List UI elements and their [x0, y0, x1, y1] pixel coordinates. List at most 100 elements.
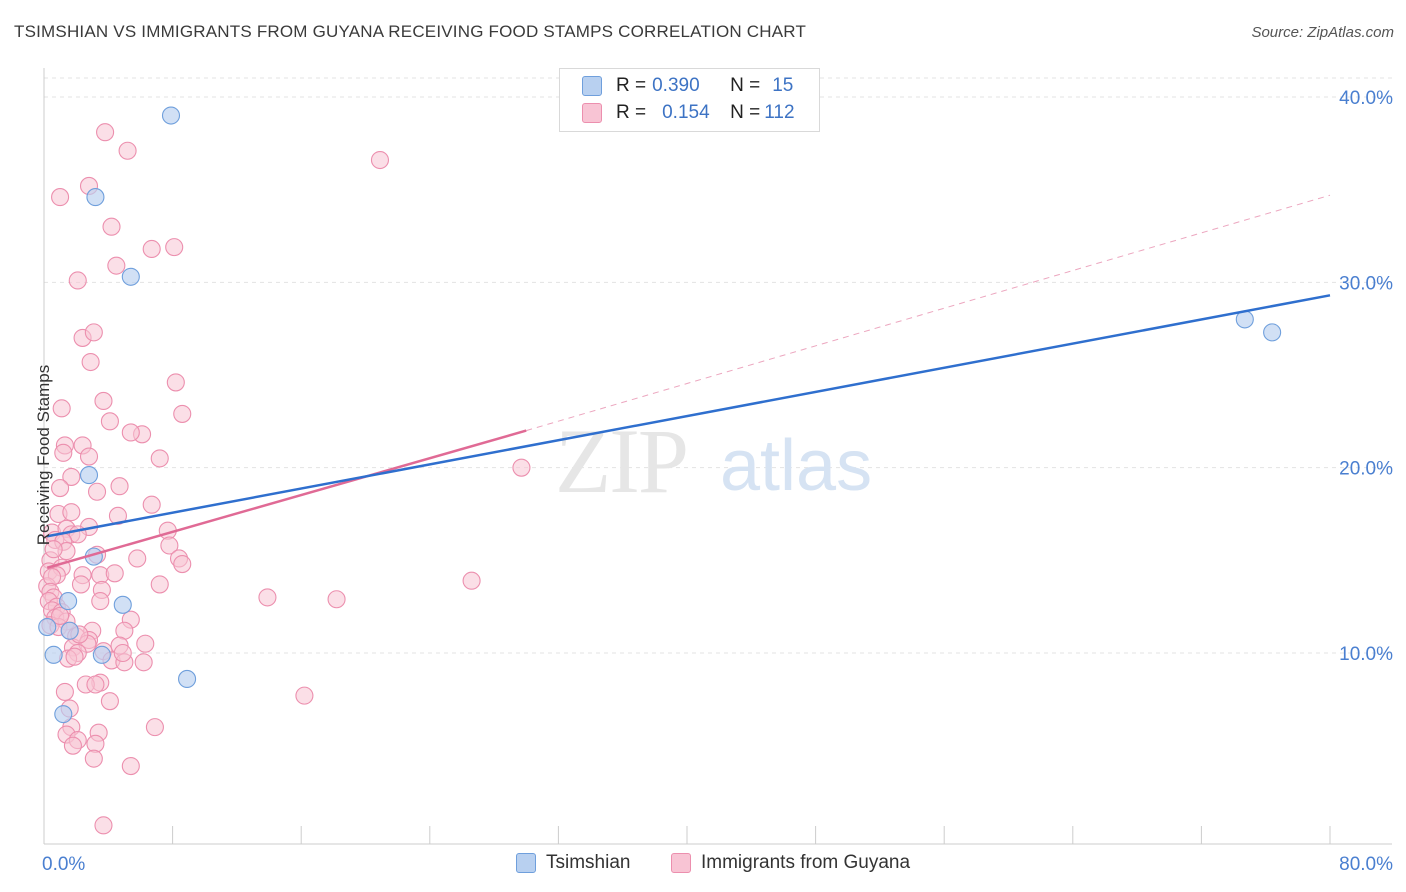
point-guyana-94	[100, 692, 119, 711]
point-guyana-93	[295, 686, 314, 705]
source-credit: Source: ZipAtlas.com	[1251, 24, 1394, 41]
series-swatch-blue	[516, 853, 536, 873]
point-tsimshian-2	[121, 267, 140, 286]
point-guyana-65	[327, 590, 346, 609]
point-guyana-81	[136, 634, 155, 653]
trendline-guyana	[46, 429, 527, 569]
legend-n-value-2: 112	[764, 102, 795, 123]
legend-r-value-1: 0.390	[652, 75, 700, 96]
point-guyana-22	[54, 443, 73, 462]
point-guyana-6	[142, 239, 161, 259]
legend-r-value-2: 0.154	[662, 102, 710, 123]
point-tsimshian-5	[113, 595, 132, 614]
point-tsimshian-10	[54, 705, 73, 724]
point-guyana-13	[166, 373, 185, 392]
point-guyana-14	[94, 391, 113, 410]
point-guyana-24	[150, 449, 169, 468]
point-guyana-108	[51, 606, 70, 625]
legend-r-label-1: R =	[616, 75, 647, 96]
series-legend: Tsimshian Immigrants from Guyana	[0, 852, 1406, 878]
point-guyana-105	[94, 816, 113, 835]
watermark-zip: ZIP	[555, 410, 687, 512]
point-guyana-45	[128, 549, 147, 568]
y-axis-label: Receiving Food Stamps	[34, 364, 53, 546]
point-guyana-27	[110, 477, 129, 496]
point-guyana-29	[142, 495, 161, 514]
point-guyana-106	[512, 458, 531, 477]
series-legend-guyana[interactable]: Immigrants from Guyana	[671, 852, 910, 874]
point-guyana-53	[105, 564, 124, 583]
point-guyana-68	[91, 592, 110, 611]
point-guyana-12	[81, 352, 100, 372]
chart-title: TSIMSHIAN VS IMMIGRANTS FROM GUYANA RECE…	[14, 22, 807, 41]
point-guyana-15	[52, 399, 71, 418]
series-legend-tsimshian[interactable]: Tsimshian	[516, 852, 630, 874]
point-guyana-28	[87, 482, 107, 501]
point-tsimshian-9	[44, 645, 63, 664]
legend-row-guyana: R = 0.154 N = 112	[582, 101, 795, 125]
point-guyana-107	[113, 643, 132, 663]
y-tick-label-10: 10.0%	[1339, 644, 1393, 665]
legend-swatch-blue	[582, 76, 602, 96]
legend-swatch-pink	[582, 103, 602, 123]
series-legend-label-2: Immigrants from Guyana	[701, 852, 911, 873]
legend-row-tsimshian: R = 0.390 N = 15	[582, 74, 793, 98]
series-swatch-pink	[671, 853, 691, 873]
point-tsimshian-11	[178, 669, 197, 688]
point-guyana-8	[107, 256, 126, 275]
point-guyana-97	[145, 718, 164, 737]
point-tsimshian-0	[161, 106, 181, 125]
point-guyana-58	[462, 571, 481, 590]
point-tsimshian-3	[79, 466, 99, 485]
point-guyana-7	[165, 238, 184, 257]
point-tsimshian-14	[1263, 323, 1282, 342]
legend-n-label-1: N =	[730, 75, 761, 96]
correlation-legend: R = 0.390 N = 15 R = 0.154 N = 112	[559, 68, 820, 132]
point-tsimshian-7	[60, 621, 79, 640]
trendline-tsimshian	[46, 294, 1331, 538]
point-guyana-41	[160, 536, 179, 555]
point-guyana-104	[121, 757, 140, 776]
point-guyana-102	[63, 736, 82, 755]
point-guyana-19	[121, 423, 140, 442]
point-guyana-32	[108, 506, 127, 525]
point-guyana-5	[102, 217, 121, 236]
x-tick-label-min: 0.0%	[42, 854, 85, 875]
point-guyana-23	[79, 447, 99, 466]
trendline-guyana-extended	[526, 194, 1331, 432]
point-guyana-1	[118, 141, 137, 160]
legend-r-label-2: R =	[616, 102, 647, 123]
x-tick-label-max: 80.0%	[1339, 854, 1393, 875]
point-guyana-26	[51, 479, 70, 498]
point-guyana-25	[62, 467, 81, 486]
point-guyana-17	[100, 412, 119, 431]
point-guyana-3	[51, 188, 70, 207]
point-guyana-47	[173, 554, 192, 574]
point-tsimshian-8	[92, 645, 111, 664]
point-guyana-92	[55, 682, 74, 701]
point-guyana-2	[370, 150, 390, 170]
series-legend-label-1: Tsimshian	[546, 852, 631, 873]
legend-n-label-2: N =	[730, 102, 761, 123]
point-guyana-57	[150, 575, 169, 594]
point-guyana-0	[96, 123, 115, 142]
point-guyana-31	[62, 503, 81, 522]
point-guyana-11	[84, 323, 103, 342]
point-guyana-64	[258, 588, 277, 607]
point-guyana-103	[84, 749, 103, 768]
point-guyana-110	[44, 540, 63, 559]
watermark-atlas: atlas	[720, 426, 872, 506]
point-tsimshian-12	[38, 618, 57, 637]
point-guyana-9	[68, 271, 87, 290]
point-guyana-16	[173, 404, 192, 423]
point-guyana-91	[86, 675, 105, 694]
y-tick-label-40: 40.0%	[1339, 88, 1393, 109]
legend-n-value-1: 15	[772, 75, 794, 96]
point-guyana-56	[71, 575, 91, 594]
point-guyana-88	[134, 653, 153, 672]
y-tick-label-30: 30.0%	[1339, 273, 1393, 294]
point-tsimshian-6	[59, 592, 78, 611]
point-tsimshian-1	[86, 188, 105, 207]
point-guyana-111	[65, 647, 84, 666]
